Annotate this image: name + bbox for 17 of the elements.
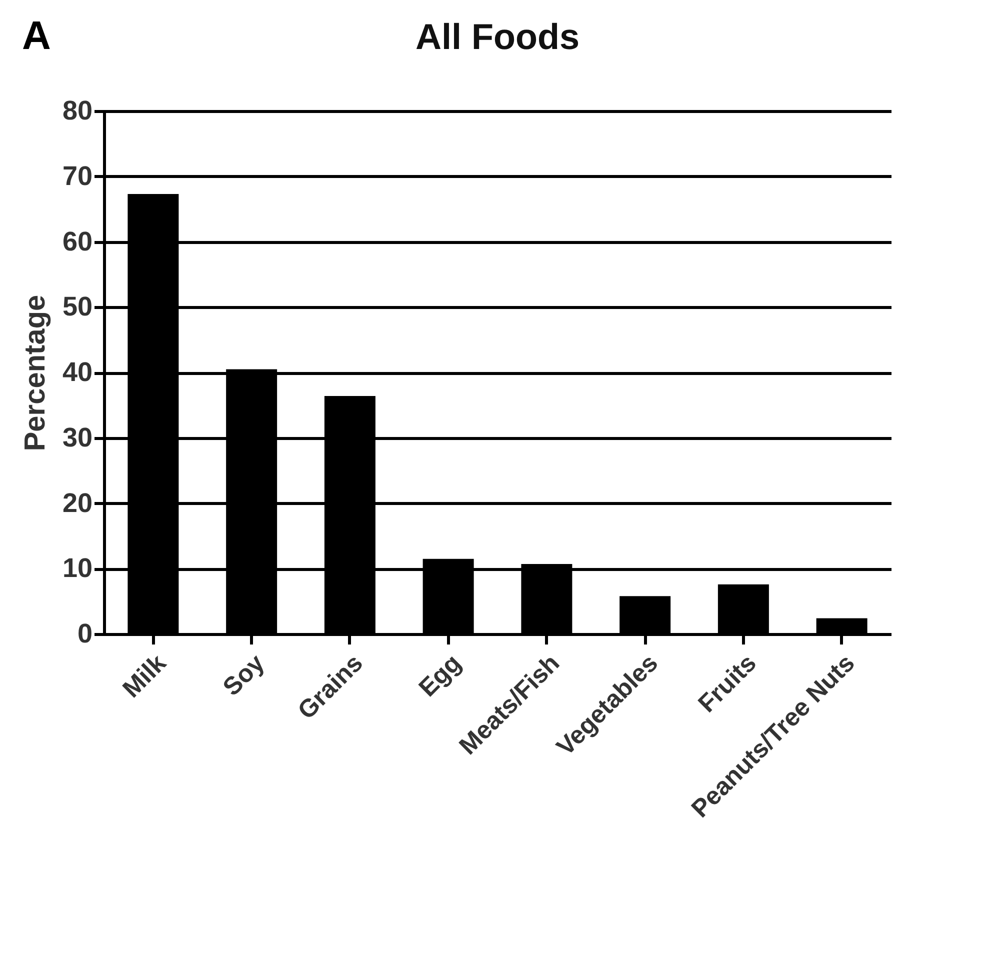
bar (816, 618, 868, 634)
text: A (22, 14, 51, 59)
bar (718, 584, 769, 634)
y-tick-label: 10 (62, 553, 92, 584)
bar (620, 596, 671, 634)
y-axis-title: Percentage (19, 294, 52, 452)
y-tick-label: 80 (62, 96, 92, 126)
x-tick-label: Milk (117, 649, 172, 704)
chart-title: All Foods (416, 16, 580, 57)
y-tick-label: 60 (62, 226, 92, 256)
x-tick-label: Soy (218, 649, 270, 702)
y-tick-label: 20 (62, 488, 92, 518)
y-tick-label: 30 (62, 422, 92, 452)
y-tick-label: 0 (77, 618, 92, 648)
y-tick-label: 70 (62, 160, 92, 191)
y-tick-label: 40 (62, 357, 92, 387)
y-tick-label: 50 (62, 292, 92, 322)
